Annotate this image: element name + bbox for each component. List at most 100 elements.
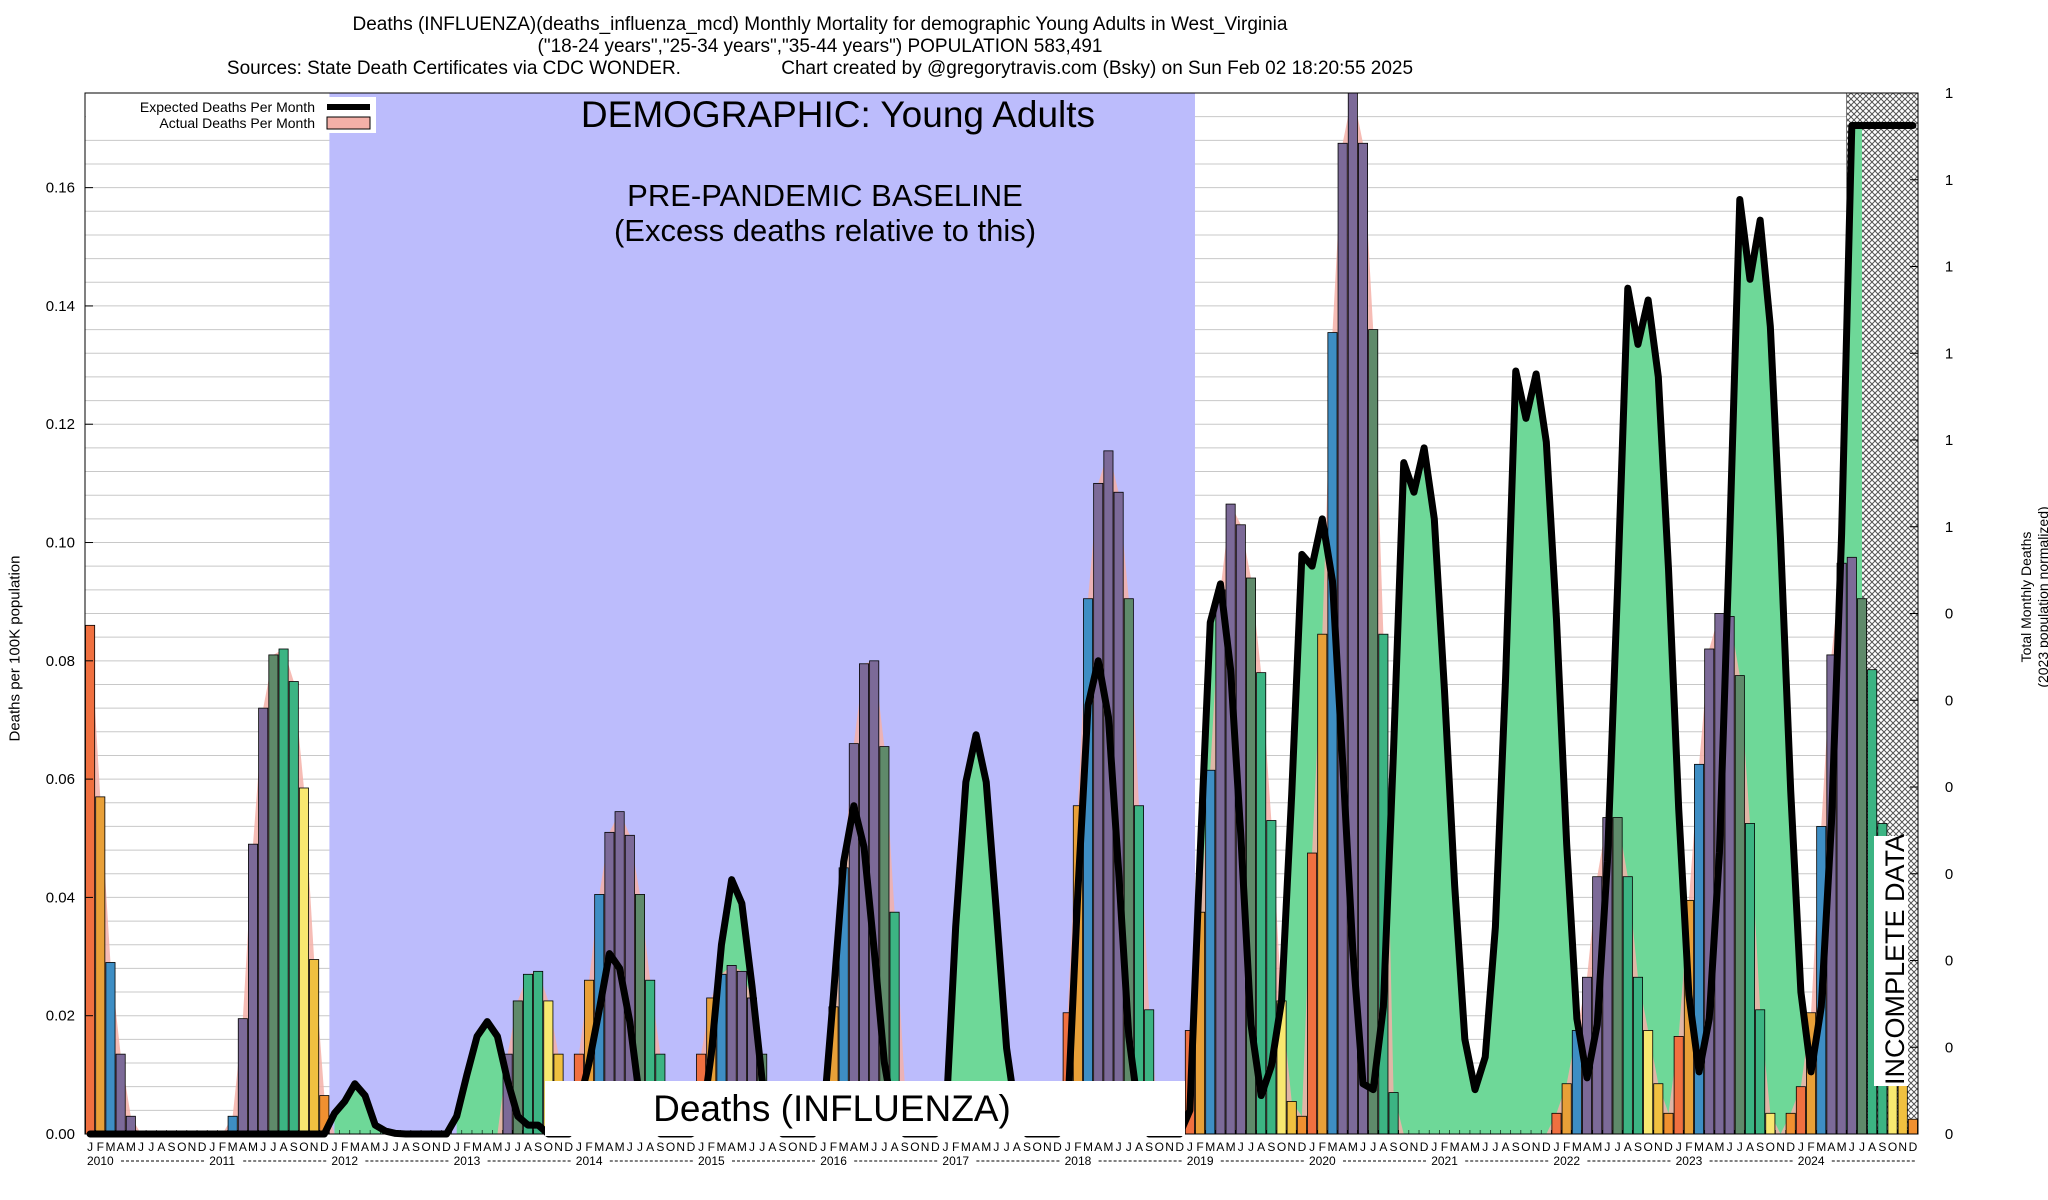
x-month-label: M: [615, 1140, 625, 1154]
x-month-label: D: [442, 1140, 451, 1154]
x-month-label: D: [1664, 1140, 1673, 1154]
x-year-label: 2022: [1553, 1154, 1580, 1168]
incomplete-data-label: INCOMPLETE DATA: [1880, 834, 1910, 1085]
x-month-label: F: [1563, 1140, 1570, 1154]
x-month-label: A: [1502, 1140, 1510, 1154]
x-month-label: J: [270, 1140, 276, 1154]
actual-bar: [1786, 1113, 1795, 1134]
x-month-label: N: [1776, 1140, 1785, 1154]
x-month-label: M: [1205, 1140, 1215, 1154]
baseline-label-line2: (Excess deaths relative to this): [614, 213, 1036, 248]
legend-actual-swatch: [327, 117, 370, 129]
x-month-label: F: [1685, 1140, 1692, 1154]
y2-tick-label: 0: [1945, 779, 1953, 796]
x-month-label: D: [1542, 1140, 1551, 1154]
x-month-label: S: [1390, 1140, 1398, 1154]
x-month-label: S: [1145, 1140, 1153, 1154]
y2-tick-label: 0: [1945, 953, 1953, 970]
x-month-label: N: [799, 1140, 808, 1154]
y2-tick-label: 1: [1945, 172, 1953, 189]
legend-expected-label: Expected Deaths Per Month: [140, 99, 315, 115]
x-month-label: A: [891, 1140, 899, 1154]
actual-bar: [523, 974, 532, 1134]
x-month-label: S: [534, 1140, 542, 1154]
x-month-label: J: [515, 1140, 521, 1154]
x-month-label: J: [1798, 1140, 1804, 1154]
actual-bar: [1766, 1113, 1775, 1134]
x-month-label: S: [1756, 1140, 1764, 1154]
x-year-label: 2012: [331, 1154, 358, 1168]
x-month-label: J: [1238, 1140, 1244, 1154]
x-month-label: M: [1450, 1140, 1460, 1154]
y2-tick-label: 1: [1945, 432, 1953, 449]
x-month-label: M: [126, 1140, 136, 1154]
actual-bar: [1705, 649, 1714, 1134]
incomplete-data-label-group: INCOMPLETE DATA: [1874, 834, 1910, 1086]
y-tick-label: 0.10: [46, 535, 75, 552]
actual-bar: [1369, 330, 1378, 1134]
x-month-label: M: [1348, 1140, 1358, 1154]
x-month-label: A: [157, 1140, 165, 1154]
x-month-label: F: [97, 1140, 104, 1154]
x-month-label: A: [1216, 1140, 1224, 1154]
x-month-label: S: [656, 1140, 664, 1154]
actual-bar: [1308, 853, 1317, 1134]
x-month-label: A: [850, 1140, 858, 1154]
x-month-label: N: [1043, 1140, 1052, 1154]
x-year-label: 2023: [1676, 1154, 1703, 1168]
x-month-label: A: [768, 1140, 776, 1154]
x-month-label: J: [1248, 1140, 1254, 1154]
x-month-label: O: [544, 1140, 553, 1154]
x-month-label: J: [1492, 1140, 1498, 1154]
x-month-label: S: [168, 1140, 176, 1154]
x-month-label: J: [942, 1140, 948, 1154]
x-month-label: J: [1482, 1140, 1488, 1154]
actual-bar: [1613, 818, 1622, 1134]
x-month-label: J: [505, 1140, 511, 1154]
y-tick-label: 0.06: [46, 771, 75, 788]
x-month-label: N: [1898, 1140, 1907, 1154]
x-month-label: N: [432, 1140, 441, 1154]
x-month-label: O: [788, 1140, 797, 1154]
y2-tick-label: 0: [1945, 1039, 1953, 1056]
x-month-label: A: [1257, 1140, 1265, 1154]
actual-bar: [248, 844, 257, 1134]
actual-bar: [1664, 1113, 1673, 1134]
y2-tick-label: 1: [1945, 345, 1953, 362]
x-month-label: M: [1592, 1140, 1602, 1154]
x-month-label: J: [1126, 1140, 1132, 1154]
y2-tick-label: 0: [1945, 866, 1953, 883]
x-month-label: D: [198, 1140, 207, 1154]
x-month-label: F: [952, 1140, 959, 1154]
actual-bar: [279, 649, 288, 1134]
x-month-label: N: [676, 1140, 685, 1154]
actual-bar: [1745, 823, 1754, 1134]
x-month-label: M: [961, 1140, 971, 1154]
x-month-label: M: [105, 1140, 115, 1154]
x-month-label: J: [1004, 1140, 1010, 1154]
x-month-label: D: [564, 1140, 573, 1154]
actual-bar: [1358, 143, 1367, 1134]
x-month-label: J: [1431, 1140, 1437, 1154]
x-month-label: F: [1196, 1140, 1203, 1154]
x-month-label: N: [1532, 1140, 1541, 1154]
actual-bar: [534, 971, 543, 1134]
x-month-label: S: [779, 1140, 787, 1154]
x-year-label: 2016: [820, 1154, 847, 1168]
x-month-label: J: [148, 1140, 154, 1154]
x-month-label: J: [820, 1140, 826, 1154]
x-month-label: J: [1553, 1140, 1559, 1154]
x-month-label: J: [1370, 1140, 1376, 1154]
actual-bar: [116, 1054, 125, 1134]
x-month-label: A: [402, 1140, 410, 1154]
x-month-label: N: [310, 1140, 319, 1154]
x-month-label: M: [1714, 1140, 1724, 1154]
baseline-band: [329, 93, 1195, 1134]
actual-bar: [289, 682, 298, 1134]
x-month-label: F: [1319, 1140, 1326, 1154]
actual-bar: [1796, 1087, 1805, 1134]
x-month-label: S: [1267, 1140, 1275, 1154]
x-month-label: M: [1083, 1140, 1093, 1154]
x-year-label: 2021: [1431, 1154, 1458, 1168]
x-month-label: J: [1727, 1140, 1733, 1154]
